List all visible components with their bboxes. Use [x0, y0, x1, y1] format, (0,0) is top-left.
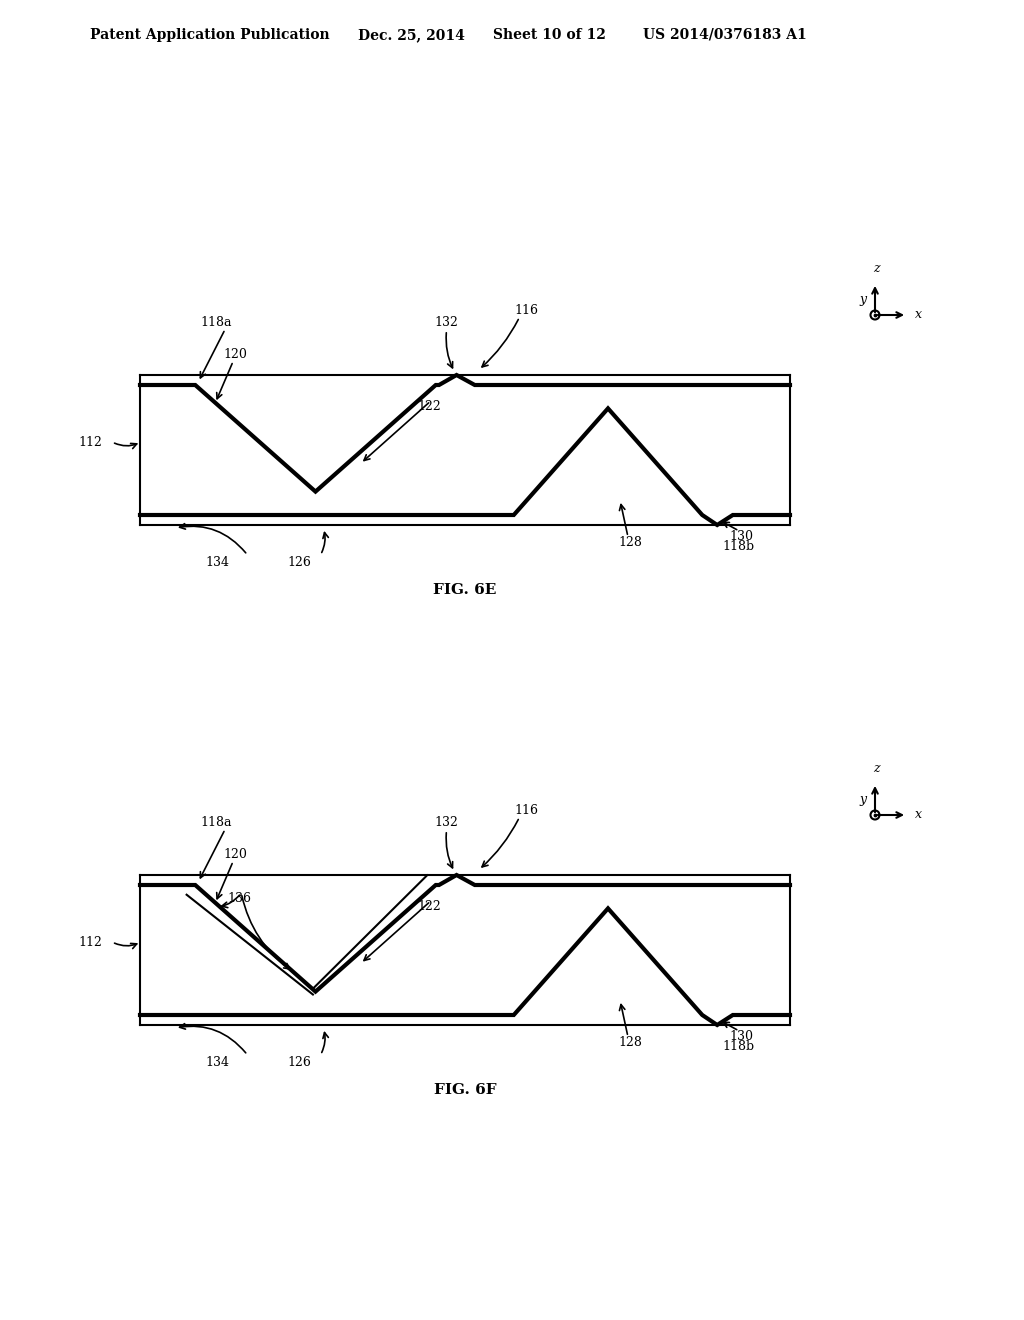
Text: FIG. 6F: FIG. 6F: [434, 1082, 497, 1097]
Text: 132: 132: [434, 817, 459, 829]
Text: 134: 134: [206, 1056, 229, 1069]
Text: 116: 116: [514, 304, 539, 317]
Text: Patent Application Publication: Patent Application Publication: [90, 28, 330, 42]
Text: Dec. 25, 2014: Dec. 25, 2014: [358, 28, 465, 42]
Text: FIG. 6E: FIG. 6E: [433, 583, 497, 597]
Text: 130: 130: [729, 1031, 754, 1044]
Text: 118b: 118b: [722, 1040, 755, 1053]
Text: 112: 112: [78, 436, 101, 449]
Text: 122: 122: [418, 900, 441, 913]
Text: 126: 126: [288, 1056, 311, 1069]
Text: 130: 130: [729, 531, 754, 544]
Text: 118a: 118a: [201, 817, 231, 829]
Text: z: z: [872, 762, 880, 775]
Text: 120: 120: [223, 348, 247, 362]
Text: 118a: 118a: [201, 317, 231, 330]
Text: 116: 116: [514, 804, 539, 817]
Text: 134: 134: [206, 557, 229, 569]
Text: Sheet 10 of 12: Sheet 10 of 12: [493, 28, 606, 42]
Text: x: x: [915, 808, 922, 821]
Text: 132: 132: [434, 317, 459, 330]
Text: 112: 112: [78, 936, 101, 949]
Text: x: x: [915, 309, 922, 322]
Text: 120: 120: [223, 849, 247, 862]
Text: z: z: [872, 261, 880, 275]
Text: 122: 122: [418, 400, 441, 413]
Text: US 2014/0376183 A1: US 2014/0376183 A1: [643, 28, 807, 42]
Text: 128: 128: [618, 536, 642, 549]
Text: 126: 126: [288, 557, 311, 569]
Text: 118b: 118b: [722, 540, 755, 553]
Text: y: y: [859, 793, 866, 807]
Text: 128: 128: [618, 1036, 642, 1049]
Text: y: y: [859, 293, 866, 306]
Text: 136: 136: [227, 892, 251, 906]
